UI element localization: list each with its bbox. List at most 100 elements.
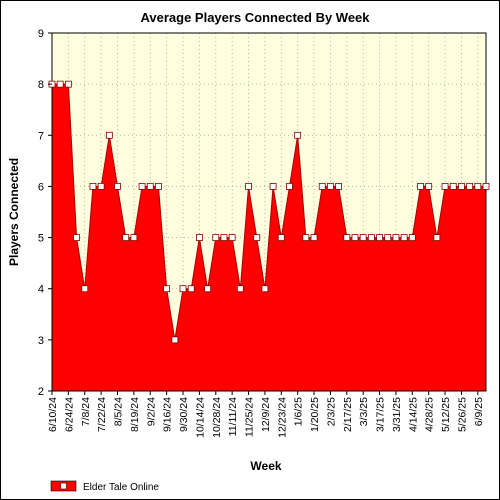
data-point [228,234,236,241]
data-point [97,183,105,190]
data-point [449,183,457,190]
data-point [253,234,261,241]
data-point [482,183,490,190]
x-tick-label: 5/12/25 [440,397,452,432]
data-point [220,234,228,241]
data-point [458,183,465,190]
data-point [73,234,80,241]
y-tick-label: 2 [38,386,44,398]
x-tick-label: 8/5/24 [113,397,125,426]
data-point [277,234,285,241]
data-point [400,234,408,241]
x-tick-label: 1/20/25 [309,397,321,432]
data-point [425,183,433,190]
x-tick-label: 9/2/24 [145,397,157,426]
data-point [269,183,277,190]
data-point [105,131,113,139]
x-tick-label: 4/28/25 [424,397,436,432]
data-point [155,183,162,190]
data-point [245,183,252,190]
y-axis-label: Players Connected [7,158,21,266]
data-point [114,183,121,190]
legend-marker [60,482,67,490]
data-point [318,183,326,190]
x-tick-label: 8/19/24 [129,397,141,432]
data-point [163,285,171,293]
data-point [441,183,449,190]
data-point [56,80,64,88]
data-point [474,183,482,190]
data-point [417,183,424,190]
x-tick-label: 10/14/24 [194,397,206,438]
data-point [187,285,195,293]
x-tick-label: 3/3/25 [358,397,370,426]
x-tick-label: 6/24/24 [63,397,75,432]
data-point [327,183,334,190]
y-tick-label: 6 [38,181,44,193]
data-point [261,285,269,293]
x-tick-label: 10/28/24 [211,397,223,438]
y-tick-label: 4 [38,284,44,296]
x-axis-label: Week [250,459,281,473]
data-point [343,234,351,241]
data-point [310,234,318,241]
data-point [179,285,187,293]
x-tick-label: 3/17/25 [375,397,387,432]
data-point [171,336,179,344]
x-tick-label: 6/10/24 [47,397,59,432]
data-point [335,183,343,190]
data-point [146,183,154,190]
data-point [294,131,302,139]
data-point [408,234,416,241]
data-point [351,234,359,241]
series-area [51,32,487,392]
data-point [138,183,146,190]
data-point [367,234,375,241]
y-tick-label: 8 [38,79,44,91]
x-tick-label: 11/25/24 [244,397,256,437]
data-point [212,234,220,241]
chart-title: Average Players Connected By Week [140,10,370,25]
data-point [236,285,244,293]
data-point [130,234,138,241]
y-tick-label: 3 [38,335,44,347]
legend-label: Elder Tale Online [83,482,159,493]
data-point [286,183,293,190]
x-tick-label: 3/31/25 [391,397,403,432]
x-axis: 6/10/24 6/24/24 7/8/24 7/22/24 8/5/24 8/19/24… [47,391,485,438]
y-tick-label: 9 [38,28,44,40]
x-tick-label: 6/9/25 [473,397,485,426]
x-tick-label: 11/11/24 [227,397,239,436]
data-point [64,80,72,88]
plot-border [51,32,487,392]
data-point [359,234,367,241]
legend: Elder Tale Online [50,480,159,493]
data-point [204,285,211,293]
x-tick-label: 1/6/25 [293,397,305,426]
series-line [52,83,486,340]
data-point [433,234,441,241]
x-tick-label: 9/30/24 [178,397,190,432]
data-point [122,234,130,241]
x-tick-label: 12/23/24 [276,397,288,438]
data-point [392,234,400,241]
y-tick-label: 7 [38,130,44,142]
x-tick-label: 2/17/25 [342,397,354,432]
data-point [466,183,474,190]
x-tick-label: 7/8/24 [80,397,92,426]
data-point [384,234,392,241]
x-tick-label: 7/22/24 [96,397,108,432]
data-point [89,183,97,190]
data-point [195,234,203,241]
y-axis: 2 3 4 5 6 7 8 9 [38,28,52,398]
x-tick-label: 9/16/24 [162,397,174,432]
y-tick-label: 5 [38,233,44,245]
x-tick-label: 4/14/25 [407,397,419,432]
x-tick-label: 12/9/24 [260,397,272,432]
data-point [81,285,89,293]
series-markers [48,80,490,344]
data-point [302,234,310,241]
data-point [376,234,383,241]
x-tick-label: 2/3/25 [325,397,337,426]
